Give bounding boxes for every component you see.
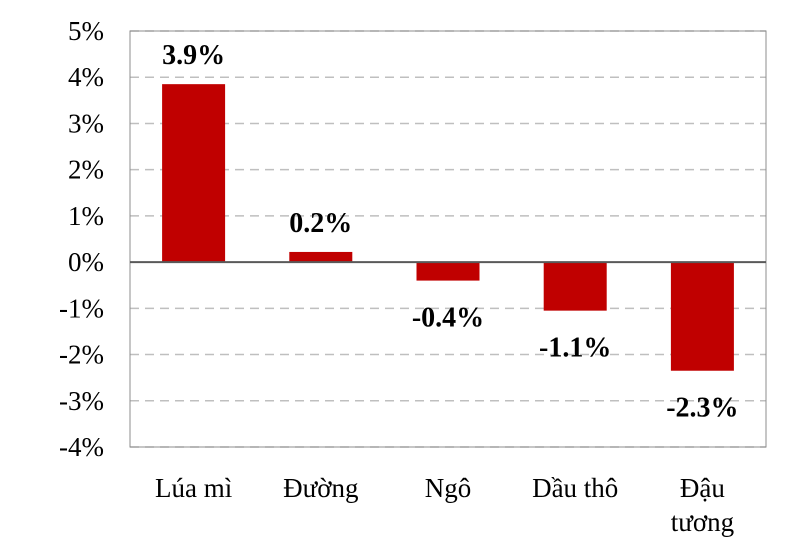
data-labels: 3.9% 0.2% -0.4% -1.1% -2.3%: [162, 40, 738, 424]
x-category-label: tương: [671, 507, 734, 537]
y-tick-label: -4%: [59, 432, 104, 462]
y-tick-label: 2%: [68, 155, 104, 185]
y-tick-label: 1%: [68, 201, 104, 231]
y-tick-label: -2%: [59, 340, 104, 370]
y-tick-label: -1%: [59, 293, 104, 323]
y-tick-label: -3%: [59, 386, 104, 416]
y-tick-label: 0%: [68, 247, 104, 277]
x-category-label: Ngô: [425, 473, 472, 503]
data-label: -2.3%: [666, 393, 738, 424]
x-category-label: Dầu thô: [532, 473, 618, 503]
data-label: -1.1%: [539, 333, 611, 364]
data-label: 0.2%: [289, 208, 352, 239]
data-label: -0.4%: [412, 303, 484, 334]
data-label: 3.9%: [162, 40, 225, 71]
bars: [162, 84, 734, 371]
bar: [543, 262, 607, 311]
plot-frame: [129, 30, 767, 448]
gridlines: [130, 30, 766, 448]
y-axis-tick-labels: 5% 4% 3% 2% 1% 0% -1% -2% -3% -4%: [59, 16, 104, 462]
y-tick-label: 3%: [68, 108, 104, 138]
y-tick-label: 5%: [68, 16, 104, 46]
x-category-label: Đường: [283, 473, 358, 503]
x-category-label: Lúa mì: [155, 473, 232, 503]
bar: [670, 262, 734, 371]
bar: [416, 262, 480, 281]
x-category-label: Đậu: [680, 473, 725, 503]
y-tick-label: 4%: [68, 62, 104, 92]
bar: [162, 84, 226, 263]
x-axis-category-labels: Lúa mì Đường Ngô Dầu thô Đậu tương: [155, 473, 734, 537]
bar: [289, 251, 353, 263]
